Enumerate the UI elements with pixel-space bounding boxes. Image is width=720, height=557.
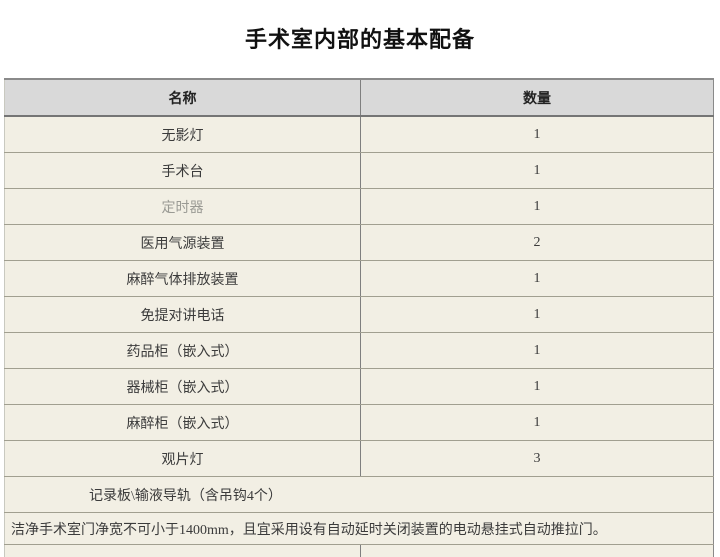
- item-qty: 1: [361, 116, 714, 153]
- item-name-muted: 定时器: [162, 201, 204, 216]
- column-header-qty: 数量: [361, 79, 714, 116]
- table-row: 免提对讲电话 1: [5, 297, 714, 333]
- table-row-partial: [5, 545, 714, 557]
- table-row: 医用气源装置 2: [5, 225, 714, 261]
- column-header-name: 名称: [5, 79, 361, 116]
- item-qty: 1: [361, 333, 714, 369]
- item-qty: 1: [361, 261, 714, 297]
- item-qty: 3: [361, 441, 714, 477]
- item-name: 药品柜（嵌入式）: [5, 333, 361, 369]
- table-row-note: 洁净手术室门净宽不可小于1400mm，且宜采用设有自动延时关闭装置的电动悬挂式自…: [5, 513, 714, 545]
- item-name: 观片灯: [5, 441, 361, 477]
- table-row: 麻醉气体排放装置 1: [5, 261, 714, 297]
- note-row-text: 洁净手术室门净宽不可小于1400mm，且宜采用设有自动延时关闭装置的电动悬挂式自…: [5, 513, 714, 545]
- table-row: 无影灯 1: [5, 116, 714, 153]
- table-row: 定时器 1: [5, 189, 714, 225]
- table-row: 药品柜（嵌入式） 1: [5, 333, 714, 369]
- item-name: 免提对讲电话: [5, 297, 361, 333]
- table-header-row: 名称 数量: [5, 79, 714, 116]
- title-bar: 手术室内部的基本配备: [0, 0, 720, 78]
- table-row: 麻醉柜（嵌入式） 1: [5, 405, 714, 441]
- item-name: 手术台: [5, 153, 361, 189]
- rail-row-text: 记录板\输液导轨（含吊钩4个）: [5, 477, 714, 513]
- item-qty: 1: [361, 297, 714, 333]
- item-qty: 1: [361, 189, 714, 225]
- item-name: 麻醉气体排放装置: [5, 261, 361, 297]
- item-qty: [361, 545, 714, 557]
- item-qty: 1: [361, 405, 714, 441]
- item-qty: 1: [361, 153, 714, 189]
- item-name: 麻醉柜（嵌入式）: [5, 405, 361, 441]
- equipment-table: 名称 数量 无影灯 1 手术台 1 定时器 1 医用气源装置 2 麻醉气体排放装…: [4, 78, 714, 557]
- item-name: [5, 545, 361, 557]
- item-name: 医用气源装置: [5, 225, 361, 261]
- item-qty: 2: [361, 225, 714, 261]
- table-row: 器械柜（嵌入式） 1: [5, 369, 714, 405]
- item-name: 定时器: [5, 189, 361, 225]
- table-row: 观片灯 3: [5, 441, 714, 477]
- item-name: 器械柜（嵌入式）: [5, 369, 361, 405]
- table-row-rail: 记录板\输液导轨（含吊钩4个）: [5, 477, 714, 513]
- item-qty: 1: [361, 369, 714, 405]
- item-name: 无影灯: [5, 116, 361, 153]
- page-title: 手术室内部的基本配备: [245, 22, 475, 54]
- table-row: 手术台 1: [5, 153, 714, 189]
